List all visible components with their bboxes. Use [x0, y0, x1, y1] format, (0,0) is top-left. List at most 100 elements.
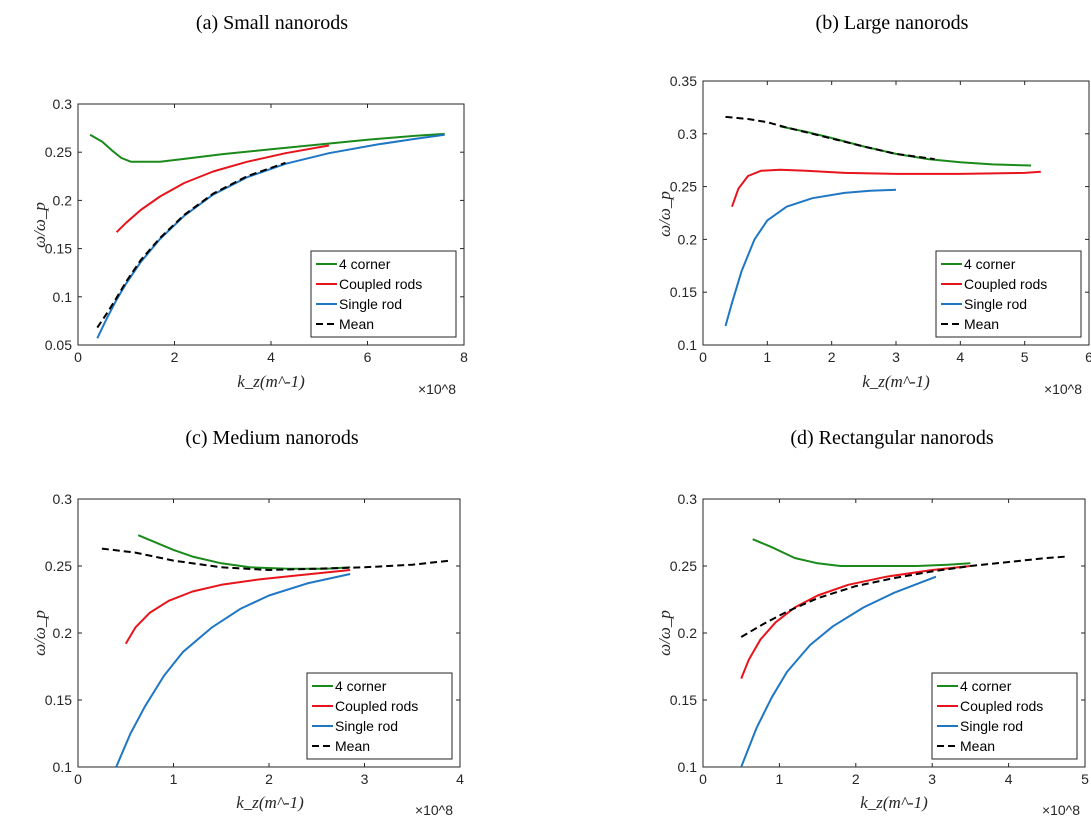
legend-label: Mean [960, 738, 995, 754]
legend-box [931, 672, 1078, 760]
legend-label: 4 corner [960, 678, 1012, 694]
x-tick-label: 0 [74, 771, 82, 787]
legend-label: Mean [335, 738, 370, 754]
x-multiplier: ×10^8 [418, 381, 456, 397]
subplot-3: (d) Rectangular nanorods 0 1 2 3 4 5 0.1 0.15 0.2… [655, 427, 1089, 818]
legend-label: Coupled rods [960, 698, 1043, 714]
series-line-coupled-rods [115, 144, 330, 233]
legend: 4 corner Coupled rods Single rod Mean [931, 672, 1078, 760]
series-line-single-rod [740, 575, 937, 767]
legend-label: Coupled rods [964, 276, 1047, 292]
y-tick-label: 0.1 [678, 759, 698, 775]
x-multiplier: ×10^8 [1044, 381, 1082, 397]
series-line-4-corner [752, 538, 971, 567]
subplot-0: (a) Small nanorods 0 2 4 6 8 0.05 0.1 0.15 0.2 0.2… [30, 12, 468, 397]
x-tick-label: 1 [763, 349, 771, 365]
legend-label: Mean [339, 316, 374, 332]
x-tick-label: 0 [699, 349, 707, 365]
x-tick-label: 2 [265, 771, 273, 787]
y-tick-label: 0.2 [53, 625, 73, 641]
y-tick-label: 0.3 [53, 491, 73, 507]
series-line-single-rod [115, 573, 351, 767]
x-tick-label: 4 [956, 349, 964, 365]
x-tick-label: 0 [74, 349, 82, 365]
legend-box [310, 250, 457, 338]
legend-label: 4 corner [335, 678, 387, 694]
x-multiplier: ×10^8 [415, 802, 453, 818]
legend-label: 4 corner [964, 256, 1016, 272]
chart-title: (c) Medium nanorods [185, 427, 359, 449]
legend: 4 corner Coupled rods Single rod Mean [306, 672, 453, 760]
y-tick-label: 0.25 [45, 144, 72, 160]
x-tick-label: 2 [852, 771, 860, 787]
y-tick-label: 0.15 [45, 241, 72, 257]
y-tick-label: 0.25 [670, 179, 697, 195]
y-tick-label: 0.25 [45, 558, 72, 574]
x-tick-label: 5 [1021, 349, 1029, 365]
x-axis-label: k_z(m^-1) [862, 372, 930, 391]
y-axis-label: ω/ω_p [30, 202, 49, 248]
x-tick-label: 4 [1005, 771, 1013, 787]
x-tick-label: 1 [776, 771, 784, 787]
x-tick-label: 8 [460, 349, 468, 365]
x-tick-label: 6 [1085, 349, 1091, 365]
legend-box [935, 250, 1082, 338]
x-multiplier: ×10^8 [1042, 802, 1080, 818]
legend-label: Single rod [960, 718, 1023, 734]
legend-label: Single rod [339, 296, 402, 312]
y-tick-label: 0.15 [670, 284, 697, 300]
x-axis-label: k_z(m^-1) [237, 372, 305, 391]
y-axis-label: ω/ω_p [655, 191, 674, 237]
legend-label: Single rod [964, 296, 1027, 312]
x-axis-label: k_z(m^-1) [236, 793, 304, 812]
chart-title: (a) Small nanorods [196, 12, 348, 34]
x-tick-label: 0 [699, 771, 707, 787]
y-tick-label: 0.25 [670, 558, 697, 574]
chart-title: (b) Large nanorods [816, 12, 969, 34]
series-line-4-corner [89, 132, 445, 163]
y-tick-label: 0.15 [670, 692, 697, 708]
x-tick-label: 3 [892, 349, 900, 365]
legend: 4 corner Coupled rods Single rod Mean [310, 250, 457, 338]
legend-label: Mean [964, 316, 999, 332]
subplot-1: (b) Large nanorods 0 1 2 3 4 5 6 0.1 0.15 0.2 0.25 0… [655, 12, 1091, 397]
series-line-mean [725, 115, 935, 161]
x-axis-label: k_z(m^-1) [860, 793, 928, 812]
series-line-mean [96, 161, 286, 329]
legend-label: Single rod [335, 718, 398, 734]
series-line-single-rod [724, 188, 897, 327]
x-tick-label: 4 [456, 771, 464, 787]
y-tick-label: 0.35 [670, 73, 697, 89]
legend: 4 corner Coupled rods Single rod Mean [935, 250, 1082, 338]
y-tick-label: 0.3 [53, 96, 73, 112]
y-tick-label: 0.1 [53, 289, 73, 305]
series-line-coupled-rods [124, 569, 351, 645]
series-line-mean [101, 547, 451, 571]
legend-label: 4 corner [339, 256, 391, 272]
x-tick-label: 4 [267, 349, 275, 365]
x-tick-label: 2 [828, 349, 836, 365]
x-tick-label: 2 [171, 349, 179, 365]
legend-box [306, 672, 453, 760]
y-tick-label: 0.2 [678, 625, 698, 641]
y-axis-label: ω/ω_p [30, 610, 49, 656]
y-axis-label: ω/ω_p [655, 610, 674, 656]
x-tick-label: 3 [361, 771, 369, 787]
legend-label: Coupled rods [339, 276, 422, 292]
x-tick-label: 5 [1081, 771, 1089, 787]
subplot-2: (c) Medium nanorods 0 1 2 3 4 0.1 0.15 0.2 0.25 0.… [30, 427, 464, 818]
y-tick-label: 0.15 [45, 692, 72, 708]
chart-title: (d) Rectangular nanorods [790, 427, 993, 449]
y-tick-label: 0.2 [678, 231, 698, 247]
y-tick-label: 0.1 [678, 337, 698, 353]
y-tick-label: 0.1 [53, 759, 73, 775]
y-tick-label: 0.3 [678, 126, 698, 142]
series-line-coupled-rods [731, 168, 1041, 208]
series-line-coupled-rods [740, 565, 971, 679]
x-tick-label: 6 [364, 349, 372, 365]
y-tick-label: 0.3 [678, 491, 698, 507]
y-tick-label: 0.2 [53, 192, 73, 208]
legend-label: Coupled rods [335, 698, 418, 714]
x-tick-label: 1 [170, 771, 178, 787]
